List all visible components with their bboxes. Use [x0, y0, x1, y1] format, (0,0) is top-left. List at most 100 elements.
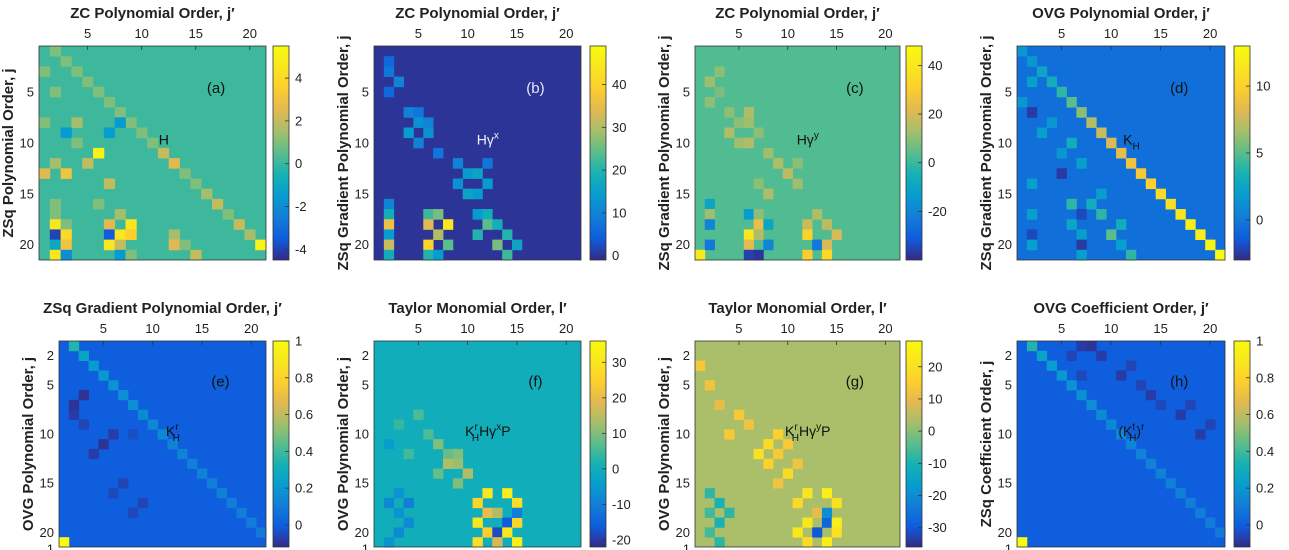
heatmap-cell: [190, 178, 202, 190]
heatmap-cell: [39, 168, 51, 179]
x-tick-label: 15: [510, 321, 524, 336]
y-tick-label: 10: [40, 427, 54, 442]
heatmap-cell: [103, 239, 116, 251]
heatmap-cell: [60, 249, 72, 261]
heatmap-cell: [108, 488, 119, 499]
heatmap-cell: [393, 527, 404, 538]
heatmap-cell: [433, 229, 444, 241]
heatmap-cell: [492, 537, 503, 548]
heatmap-cell: [423, 249, 434, 261]
heatmap-cell: [714, 517, 725, 528]
heatmap-cell: [792, 497, 803, 509]
colorbar-tick-label: -2: [295, 199, 307, 214]
heatmap-cell: [147, 137, 159, 149]
heatmap-cell: [103, 229, 116, 241]
heatmap-cell: [125, 117, 137, 128]
x-tick-label: 20: [878, 26, 892, 41]
heatmap-cell: [60, 229, 72, 241]
y-tick-label: 10: [355, 135, 369, 150]
y-tick-label: 10: [676, 135, 690, 150]
heatmap-cell: [187, 458, 198, 469]
y-tick-label: 20: [676, 525, 690, 540]
heatmap-cell: [743, 137, 754, 149]
chart-title: ZC Polynomial Order, j′: [70, 5, 235, 22]
heatmap-cell: [433, 468, 444, 479]
heatmap-cell: [190, 249, 202, 261]
heatmap-cell: [393, 76, 404, 88]
colorbar-tick-label: 0: [928, 424, 935, 439]
heatmap-cell: [1026, 229, 1038, 241]
heatmap-cell: [137, 409, 149, 420]
y-tick-label: 2: [1005, 348, 1012, 363]
heatmap-cell: [128, 429, 139, 440]
heatmap-cell: [812, 209, 823, 220]
heatmap-panel: ZC Polynomial Order, j′5 10 15 205101520ZSq…: [335, 5, 626, 271]
heatmap-cell: [782, 439, 794, 450]
heatmap-cell: [1056, 168, 1067, 179]
y-axis-label: OVG Polynomial Order, j: [656, 357, 673, 531]
heatmap-cell: [502, 229, 513, 241]
heatmap-cell: [71, 117, 83, 128]
heatmap-cell: [1076, 239, 1087, 251]
heatmap-cell: [1195, 229, 1206, 241]
heatmap-cell: [492, 219, 503, 230]
heatmap-cell: [1116, 429, 1127, 440]
heatmap-cell: [68, 341, 80, 352]
heatmap-cell: [704, 198, 715, 210]
heatmap-cell: [512, 537, 523, 548]
heatmap-cell: [462, 168, 473, 179]
heatmap-cell: [724, 107, 735, 118]
y-tick-label: 20: [355, 525, 369, 540]
panel-label: (g): [846, 373, 864, 390]
heatmap-cell: [383, 219, 395, 230]
heatmap-cell: [177, 448, 188, 460]
y-tick-label: 1: [683, 542, 690, 550]
x-tick-label: 10: [460, 321, 474, 336]
y-tick-label: 10: [676, 427, 690, 442]
heatmap-cell: [1076, 249, 1087, 261]
heatmap-cell: [821, 219, 833, 230]
heatmap-cell: [1205, 419, 1216, 430]
heatmap-cell: [1036, 127, 1048, 139]
heatmap-cell: [71, 137, 83, 149]
plot-frame: [1016, 340, 1226, 548]
heatmap-cell: [714, 86, 725, 98]
chart-title: OVG Coefficient Order, j′: [1033, 300, 1209, 317]
x-tick-label: 15: [829, 321, 843, 336]
x-tick-label: 20: [1203, 321, 1217, 336]
heatmap-cell: [1175, 209, 1186, 220]
y-tick-label: 1: [1005, 542, 1012, 550]
heatmap-cell: [512, 507, 523, 518]
x-tick-label: 15: [195, 321, 209, 336]
y-tick-label: 10: [998, 427, 1012, 442]
heatmap-cell: [512, 239, 523, 251]
heatmap-cell: [197, 468, 208, 479]
heatmap-cell: [393, 507, 404, 518]
matrix-expression-label: KrH​Hγx​P: [465, 422, 510, 444]
colorbar-tick-label: -10: [612, 497, 631, 512]
heatmap-cell: [1145, 458, 1157, 469]
heatmap-cell: [39, 117, 51, 128]
heatmap-cell: [233, 219, 245, 230]
heatmap-cell: [482, 178, 493, 190]
heatmap-cell: [49, 86, 62, 98]
heatmap-cell: [60, 56, 72, 67]
heatmap-cell: [1046, 76, 1058, 88]
heatmap-cell: [753, 219, 764, 230]
x-tick-label: 5: [1058, 26, 1065, 41]
chart-title: Taylor Monomial Order, l′: [708, 300, 887, 317]
heatmap-cell: [1155, 468, 1166, 479]
colorbar-tick-label: 0: [295, 156, 302, 171]
heatmap-cell: [423, 239, 434, 251]
colorbar-tick-label: 20: [928, 107, 942, 122]
plot-frame: [694, 340, 901, 548]
heatmap-cell: [1205, 517, 1216, 528]
heatmap-cell: [443, 219, 454, 230]
heatmap-cell: [763, 439, 774, 450]
heatmap-cell: [821, 507, 833, 518]
heatmap-cell: [403, 448, 414, 460]
colorbar: [272, 340, 290, 548]
heatmap-cell: [1076, 209, 1087, 220]
heatmap-cell: [49, 198, 62, 210]
heatmap-cell: [831, 517, 842, 528]
